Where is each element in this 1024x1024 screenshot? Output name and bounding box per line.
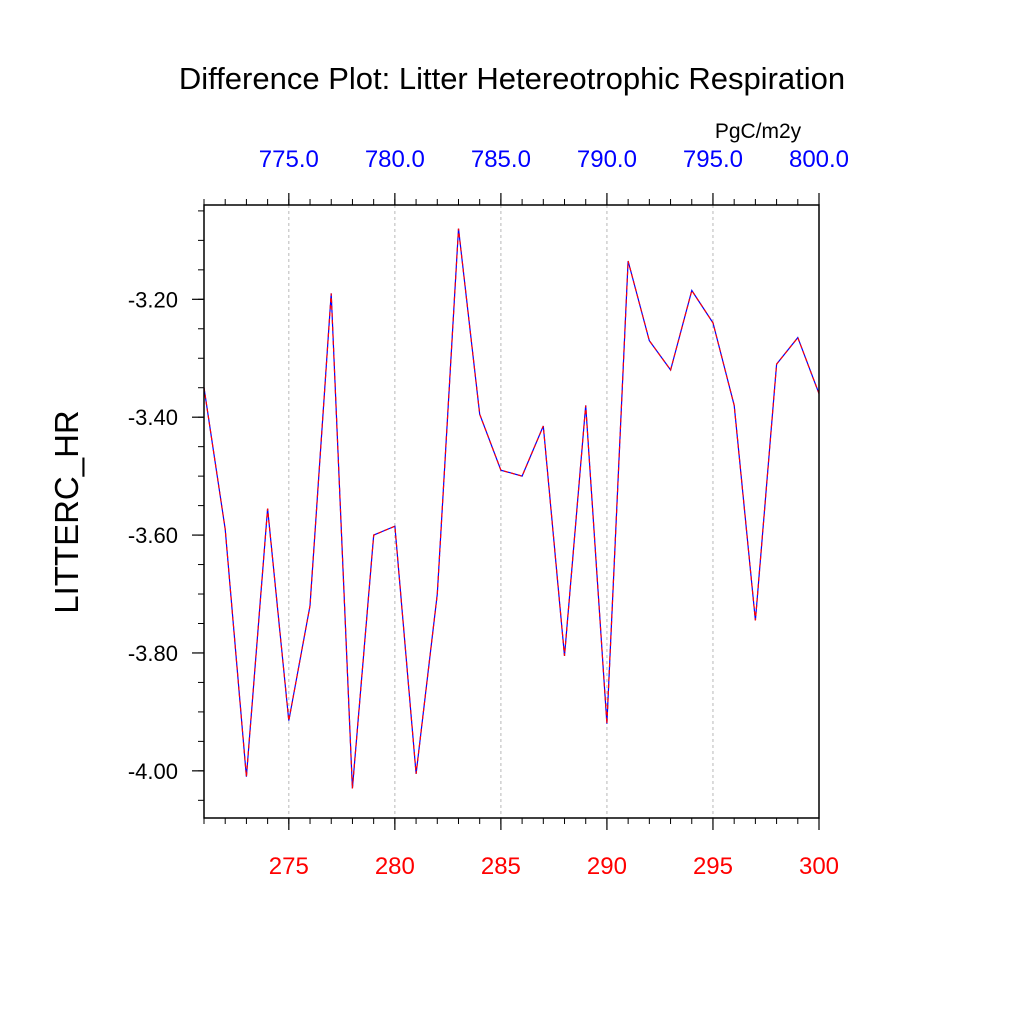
x-tick-label-bottom: 300 xyxy=(799,853,839,880)
x-tick-label-bottom: 290 xyxy=(587,853,627,880)
x-tick-label-top: 800.0 xyxy=(789,146,849,173)
chart-title: Difference Plot: Litter Hetereotrophic R… xyxy=(179,61,845,96)
y-tick-label: -3.20 xyxy=(128,287,178,312)
major-ticks xyxy=(192,193,820,830)
y-tick-label: -3.60 xyxy=(128,523,178,548)
series-lines xyxy=(203,228,820,789)
grid-lines xyxy=(288,205,714,818)
y-tick-label: -3.80 xyxy=(128,641,178,666)
units-label: PgC/m2y xyxy=(715,120,802,143)
series-line-blue xyxy=(203,228,820,789)
x-tick-label-bottom: 295 xyxy=(693,853,733,880)
y-tick-label: -3.40 xyxy=(128,405,178,430)
plot-frame xyxy=(203,204,820,819)
x-tick-label-top: 780.0 xyxy=(365,146,425,173)
x-tick-label-top: 795.0 xyxy=(683,146,743,173)
x-tick-label-bottom: 285 xyxy=(481,853,521,880)
x-tick-label-top: 775.0 xyxy=(259,146,319,173)
x-tick-label-bottom: 280 xyxy=(375,853,415,880)
x-tick-label-top: 790.0 xyxy=(577,146,637,173)
y-tick-label: -4.00 xyxy=(128,759,178,784)
x-tick-label-bottom: 275 xyxy=(269,853,309,880)
y-axis-label: LITTERC_HR xyxy=(48,410,85,614)
minor-ticks xyxy=(198,199,820,824)
tick-labels: 275 280 285 290 295 300 775.0 780.0 785.0 790.0 79… xyxy=(128,146,849,880)
series-line-red-dashed xyxy=(203,228,820,789)
x-tick-label-top: 785.0 xyxy=(471,146,531,173)
